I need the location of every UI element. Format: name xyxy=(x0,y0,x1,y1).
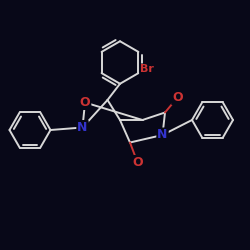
Text: O: O xyxy=(132,156,143,169)
Text: Br: Br xyxy=(140,64,154,74)
Text: N: N xyxy=(77,121,88,134)
Text: N: N xyxy=(157,128,168,141)
Text: O: O xyxy=(172,91,183,104)
Text: O: O xyxy=(80,96,90,109)
